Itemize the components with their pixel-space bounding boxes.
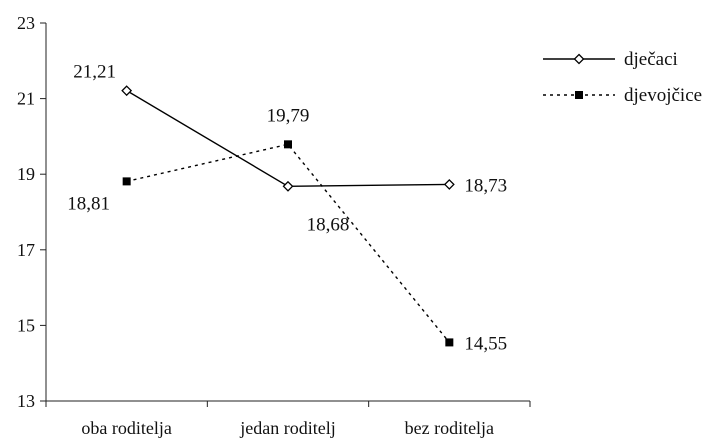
y-tick-label: 13	[17, 391, 35, 411]
series-djevojčice	[122, 140, 454, 347]
data-point-marker	[445, 338, 454, 347]
legend-label: djevojčice	[624, 85, 702, 106]
legend-item: dječaci	[543, 49, 678, 70]
data-label: 18,81	[67, 193, 110, 214]
y-tick-label: 23	[17, 13, 35, 33]
legend: dječaci djevojčice	[543, 49, 702, 106]
x-tick-label: jedan roditelj	[239, 418, 335, 438]
data-point-marker	[122, 177, 131, 186]
y-tick-label: 21	[17, 89, 35, 109]
data-label: 19,79	[267, 105, 310, 126]
legend-label: dječaci	[624, 49, 678, 70]
data-label: 18,73	[464, 175, 507, 196]
series-line	[126, 143, 450, 343]
data-point-marker	[284, 140, 292, 149]
data-point-marker	[573, 53, 585, 65]
y-tick-label: 19	[17, 164, 35, 184]
data-point-marker	[121, 85, 133, 97]
data-label: 21,21	[73, 62, 116, 83]
data-labels: 21,21 18,68 18,73 18,81 19,79 14,55	[67, 62, 507, 355]
data-point-marker	[282, 180, 294, 192]
data-label: 14,55	[464, 333, 507, 354]
series-dječaci	[121, 85, 455, 192]
axes: 13 15 17 19 21 23 oba roditelja jedan roditelj b…	[17, 13, 531, 438]
x-tick-label: oba roditelja	[81, 418, 171, 438]
y-tick-label: 15	[17, 315, 35, 335]
series-layer	[121, 85, 455, 347]
y-tick-label: 17	[17, 240, 35, 260]
data-point-marker	[443, 178, 455, 190]
data-label: 18,68	[307, 214, 350, 235]
legend-item: djevojčice	[543, 85, 702, 106]
x-tick-label: bez roditelja	[405, 418, 494, 438]
data-point-marker	[575, 91, 583, 99]
